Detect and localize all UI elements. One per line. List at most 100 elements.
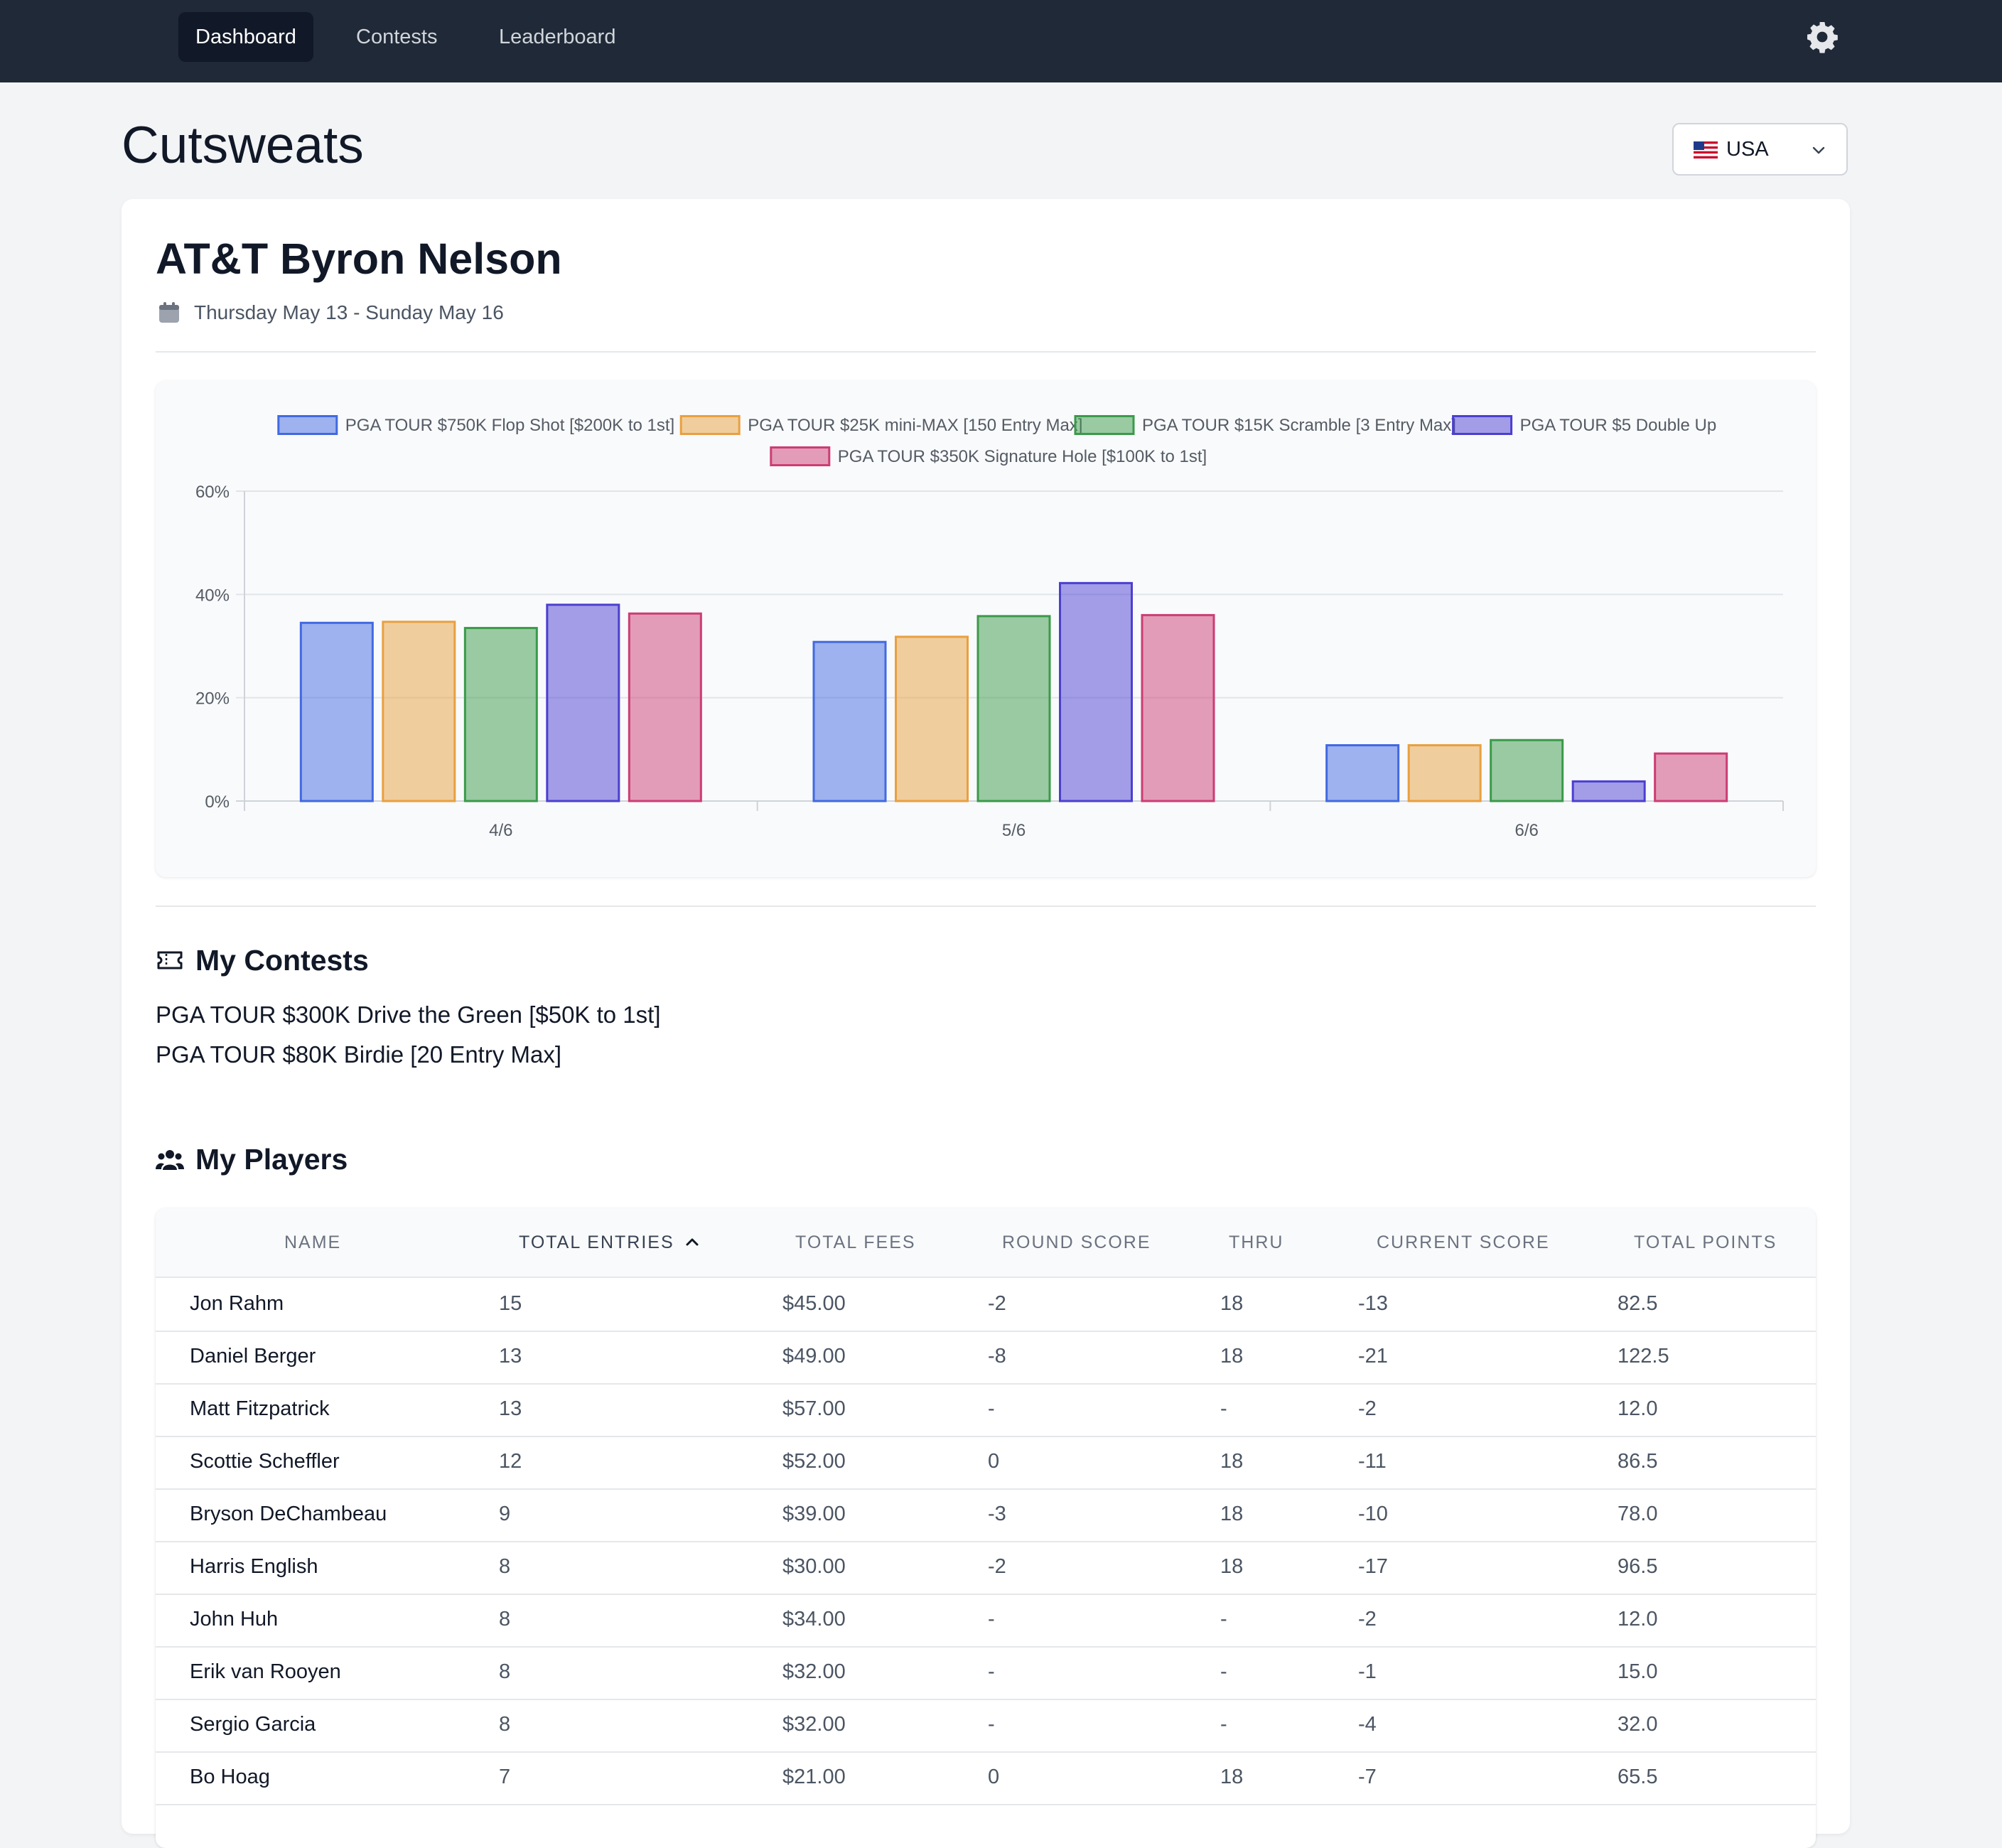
total-points-cell: 122.5 — [1618, 1345, 1669, 1368]
table-row[interactable]: Erik van Rooyen 8 $32.00 - - -1 15.0 — [156, 1646, 1816, 1700]
col-total-entries-label: TOTAL ENTRIES — [519, 1232, 674, 1252]
current-score-cell: -4 — [1358, 1713, 1377, 1736]
event-dates-text: Thursday May 13 - Sunday May 16 — [194, 301, 504, 323]
total-points-cell: 65.5 — [1618, 1766, 1658, 1788]
country-select[interactable]: USA — [1672, 123, 1848, 176]
total-fees-cell: $21.00 — [782, 1766, 846, 1788]
table-row[interactable]: Sergio Garcia 8 $32.00 - - -4 32.0 — [156, 1699, 1816, 1753]
round-score-cell: 0 — [988, 1766, 1000, 1788]
round-score-cell: -8 — [988, 1345, 1006, 1368]
bar — [1654, 752, 1728, 802]
nav-contests[interactable]: Contests — [356, 26, 438, 48]
thru-cell: 18 — [1220, 1766, 1244, 1788]
current-score-cell: -13 — [1358, 1292, 1388, 1315]
table-row[interactable]: Scottie Scheffler 12 $52.00 0 18 -11 86.5 — [156, 1436, 1816, 1490]
table-row[interactable]: John Huh 8 $34.00 - - -2 12.0 — [156, 1594, 1816, 1648]
table-row[interactable]: Daniel Berger 13 $49.00 -8 18 -21 122.5 — [156, 1331, 1816, 1385]
legend-swatch — [277, 415, 338, 435]
round-score-cell: - — [988, 1713, 995, 1736]
thru-cell: 18 — [1220, 1503, 1244, 1525]
thru-cell: 18 — [1220, 1555, 1244, 1578]
total-points-cell: 78.0 — [1618, 1503, 1658, 1525]
round-score-cell: - — [988, 1660, 995, 1683]
table-row[interactable]: Bryson DeChambeau 9 $39.00 -3 18 -10 78.0 — [156, 1488, 1816, 1542]
bar — [1490, 738, 1564, 802]
table-row[interactable]: Jon Rahm 15 $45.00 -2 18 -13 82.5 — [156, 1278, 1816, 1332]
total-points-cell: 96.5 — [1618, 1555, 1658, 1578]
y-tick-label: 20% — [195, 689, 230, 709]
bar — [628, 612, 702, 802]
page-title: Cutsweats — [122, 117, 364, 174]
chevron-down-icon — [1812, 146, 1825, 154]
total-entries-cell: 13 — [499, 1397, 522, 1420]
table-row[interactable]: Bo Hoag 7 $21.00 0 18 -7 65.5 — [156, 1751, 1816, 1805]
total-fees-cell: $32.00 — [782, 1660, 846, 1683]
thru-cell: 18 — [1220, 1345, 1244, 1368]
table-row[interactable]: Matt Fitzpatrick 13 $57.00 - - -2 12.0 — [156, 1383, 1816, 1437]
current-score-cell: -10 — [1358, 1503, 1388, 1525]
legend-swatch — [679, 415, 741, 435]
bar — [382, 621, 456, 802]
gear-icon[interactable] — [1805, 20, 1839, 54]
player-name-cell: Scottie Scheffler — [190, 1450, 340, 1473]
current-score-cell: -11 — [1358, 1450, 1387, 1473]
total-entries-cell: 8 — [499, 1608, 511, 1631]
bar — [976, 615, 1051, 802]
us-flag-icon — [1694, 141, 1718, 159]
player-name-cell: Jon Rahm — [190, 1292, 284, 1315]
total-fees-cell: $39.00 — [782, 1503, 846, 1525]
total-fees-cell: $34.00 — [782, 1608, 846, 1631]
round-score-cell: -3 — [988, 1503, 1006, 1525]
nav-dashboard[interactable]: Dashboard — [178, 12, 313, 62]
table-header: NAME TOTAL ENTRIES TOTAL FEES ROUND SCOR… — [156, 1208, 1816, 1278]
y-tick-label: 40% — [195, 586, 230, 605]
x-tick-label: 4/6 — [489, 821, 512, 840]
bar — [546, 603, 620, 802]
contest-link[interactable]: PGA TOUR $80K Birdie [20 Entry Max] — [156, 1041, 562, 1068]
thru-cell: - — [1220, 1713, 1227, 1736]
current-score-cell: -2 — [1358, 1608, 1377, 1631]
bar — [1407, 744, 1482, 802]
sort-ascending-icon — [686, 1238, 699, 1246]
ticket-icon — [157, 951, 183, 969]
bar — [812, 640, 887, 802]
legend-label: PGA TOUR $750K Flop Shot [$200K to 1st] — [345, 416, 674, 435]
x-tick-label: 6/6 — [1514, 821, 1538, 840]
total-entries-cell: 12 — [499, 1450, 522, 1473]
col-thru[interactable]: THRU — [1229, 1232, 1284, 1252]
divider — [156, 351, 1816, 353]
total-points-cell: 32.0 — [1618, 1713, 1658, 1736]
current-score-cell: -21 — [1358, 1345, 1388, 1368]
round-score-cell: - — [988, 1397, 995, 1420]
player-name-cell: Bryson DeChambeau — [190, 1503, 387, 1525]
y-tick-label: 0% — [205, 793, 230, 812]
col-total-points[interactable]: TOTAL POINTS — [1634, 1232, 1777, 1252]
player-name-cell: Sergio Garcia — [190, 1713, 316, 1736]
thru-cell: 18 — [1220, 1292, 1244, 1315]
col-total-entries[interactable]: TOTAL ENTRIES — [519, 1208, 700, 1277]
players-table: NAME TOTAL ENTRIES TOTAL FEES ROUND SCOR… — [156, 1208, 1816, 1848]
total-fees-cell: $52.00 — [782, 1450, 846, 1473]
player-name-cell: Bo Hoag — [190, 1766, 270, 1788]
bar — [299, 621, 374, 802]
col-total-fees[interactable]: TOTAL FEES — [795, 1232, 916, 1252]
table-row[interactable]: Harris English 8 $30.00 -2 18 -17 96.5 — [156, 1541, 1816, 1595]
total-entries-cell: 8 — [499, 1713, 511, 1736]
nav-leaderboard[interactable]: Leaderboard — [499, 26, 616, 48]
bar — [1325, 744, 1400, 802]
total-fees-cell: $32.00 — [782, 1713, 846, 1736]
x-tick-label: 5/6 — [1002, 821, 1026, 840]
total-points-cell: 12.0 — [1618, 1608, 1658, 1631]
col-current-score[interactable]: CURRENT SCORE — [1377, 1232, 1550, 1252]
total-points-cell: 15.0 — [1618, 1660, 1658, 1683]
round-score-cell: 0 — [988, 1450, 1000, 1473]
col-name[interactable]: NAME — [284, 1232, 342, 1252]
users-icon — [156, 1150, 184, 1170]
col-round-score[interactable]: ROUND SCORE — [1002, 1232, 1151, 1252]
top-nav: Dashboard Contests Leaderboard — [0, 0, 2002, 82]
calendar-icon — [159, 302, 179, 323]
thru-cell: - — [1220, 1397, 1227, 1420]
contest-link[interactable]: PGA TOUR $300K Drive the Green [$50K to … — [156, 1001, 661, 1028]
divider — [156, 906, 1816, 907]
total-entries-cell: 7 — [499, 1766, 511, 1788]
